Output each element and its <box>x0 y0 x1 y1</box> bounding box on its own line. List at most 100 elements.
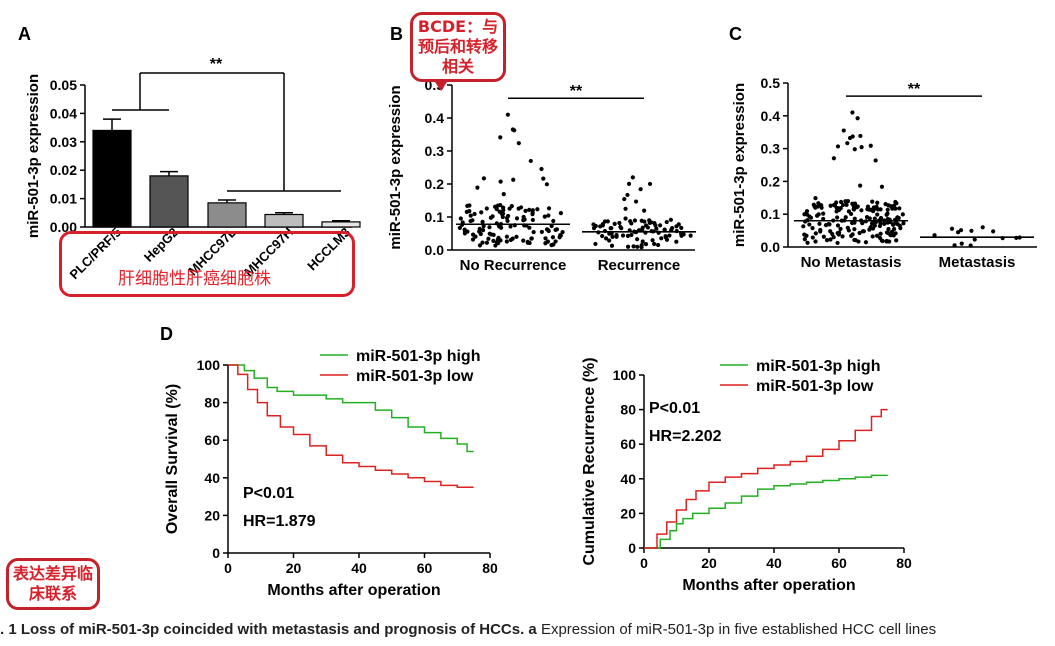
b-data-point <box>523 208 528 213</box>
panel-label-d: D <box>160 324 173 344</box>
d2-legend-label: miR-501-3p high <box>756 358 880 375</box>
b-data-point <box>603 236 609 241</box>
b-data-point <box>645 225 650 230</box>
c-data-point <box>878 215 884 221</box>
b-data-point <box>507 206 512 211</box>
b-data-point <box>635 237 640 242</box>
b-data-point <box>550 235 556 240</box>
d2-x-tick-label: 20 <box>701 555 717 571</box>
c-data-point <box>889 229 895 234</box>
b-data-point <box>629 232 634 238</box>
c-data-point <box>873 158 878 163</box>
b-data-point <box>505 112 510 117</box>
c-x-tick-label: Metastasis <box>939 254 1016 271</box>
b-data-point <box>529 236 534 241</box>
b-data-point <box>486 236 491 241</box>
b-data-point <box>493 243 498 248</box>
c-data-point <box>852 216 857 221</box>
b-data-point <box>600 233 605 239</box>
caption-text: Expression of miR-501-3p in five establi… <box>536 621 937 638</box>
b-data-point <box>545 239 551 244</box>
b-data-point <box>688 233 693 238</box>
c-data-point <box>868 143 873 148</box>
c-data-point <box>807 222 812 227</box>
b-data-point <box>527 225 532 230</box>
d1-annotation: HR=1.879 <box>243 513 316 530</box>
b-data-point <box>478 231 483 237</box>
b-data-point <box>470 237 476 242</box>
b-data-point <box>530 208 535 213</box>
b-data-point <box>623 216 628 221</box>
d1-y-tick-label: 60 <box>204 432 220 448</box>
b-data-point <box>643 241 649 247</box>
b-data-point <box>546 206 552 211</box>
b-data-point <box>647 181 653 187</box>
c-data-point <box>838 199 844 205</box>
b-data-point <box>546 213 551 218</box>
c-data-point <box>884 212 889 217</box>
b-data-point <box>633 199 639 204</box>
c-data-point <box>980 225 985 230</box>
c-data-point <box>955 230 961 235</box>
d2-y-tick-label: 0 <box>628 540 636 556</box>
d1-x-axis-label: Months after operation <box>267 582 440 599</box>
b-data-point <box>546 228 551 234</box>
c-data-point <box>812 203 817 209</box>
b-data-point <box>511 177 516 182</box>
b-data-point <box>674 239 679 244</box>
b-data-point <box>495 203 501 208</box>
c-significance: ** <box>908 81 921 98</box>
c-data-point <box>884 238 889 244</box>
d2-y-tick-label: 40 <box>620 471 636 487</box>
b-y-tick-label: 0.2 <box>425 176 445 192</box>
c-data-point <box>949 226 955 231</box>
d2-series-line <box>644 408 888 549</box>
b-data-point <box>622 196 627 202</box>
b-data-point <box>484 240 490 245</box>
c-data-point <box>872 216 877 221</box>
b-data-point <box>623 206 628 211</box>
b-data-point <box>521 238 526 243</box>
c-data-point <box>851 206 856 212</box>
c-data-point <box>991 229 996 234</box>
c-data-point <box>828 229 833 234</box>
b-data-point <box>458 216 463 221</box>
c-data-point <box>818 229 823 234</box>
d1-x-tick-label: 40 <box>351 560 367 576</box>
b-data-point <box>626 181 632 186</box>
d1-y-tick-label: 80 <box>204 395 220 411</box>
c-data-point <box>814 213 820 218</box>
b-data-point <box>602 219 608 224</box>
panel-label-b: B <box>390 24 403 44</box>
b-data-point <box>664 237 670 242</box>
c-data-point <box>853 238 858 243</box>
c-data-point <box>897 206 902 211</box>
d1-series-line <box>228 364 474 453</box>
b-data-point <box>508 237 513 243</box>
b-y-axis-label: miR-501-3p expression <box>387 85 404 249</box>
c-data-point <box>850 110 855 115</box>
b-data-point <box>512 128 517 133</box>
b-data-point <box>516 206 521 211</box>
c-data-point <box>813 196 818 201</box>
c-data-point <box>802 232 807 237</box>
b-data-point <box>558 233 563 238</box>
b-data-point <box>472 211 477 217</box>
c-data-point <box>878 231 883 236</box>
c-data-point <box>952 243 957 248</box>
d2-y-tick-label: 60 <box>620 436 636 452</box>
c-data-point <box>894 238 899 243</box>
b-data-point <box>501 192 506 197</box>
c-data-point <box>871 205 876 210</box>
b-data-point <box>625 244 631 249</box>
b-data-point <box>638 187 643 192</box>
c-data-point <box>958 228 964 233</box>
b-data-point <box>484 206 489 211</box>
b-data-point <box>539 166 544 172</box>
b-data-point <box>516 141 521 146</box>
a-y-tick-label: 0.04 <box>50 105 77 121</box>
c-data-point <box>828 203 833 208</box>
c-data-point <box>865 204 871 209</box>
b-data-point <box>468 213 473 218</box>
c-data-point <box>877 235 883 241</box>
